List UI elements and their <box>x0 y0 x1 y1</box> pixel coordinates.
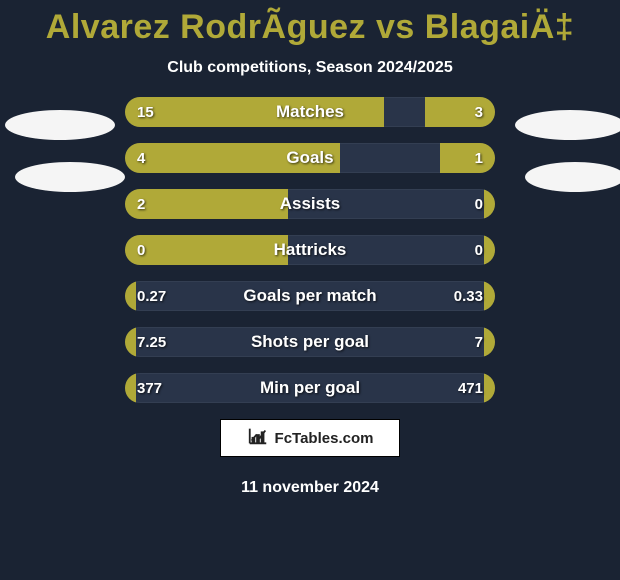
comparison-bars: 153Matches 41Goals 20Assists 00Hattricks 0.2… <box>125 97 495 403</box>
stat-row: 0.270.33Goals per match <box>125 281 495 311</box>
player-badge-right-2 <box>525 162 620 192</box>
footer-date: 11 november 2024 <box>0 479 620 497</box>
player-badge-left-2 <box>15 162 125 192</box>
player-badge-right-1 <box>515 110 620 140</box>
stat-label: Shots per goal <box>125 327 495 357</box>
stat-label: Matches <box>125 97 495 127</box>
stat-label: Goals <box>125 143 495 173</box>
chart-icon <box>247 425 269 452</box>
stat-row: 7.257Shots per goal <box>125 327 495 357</box>
stat-label: Assists <box>125 189 495 219</box>
page-subtitle: Club competitions, Season 2024/2025 <box>0 59 620 77</box>
stat-label: Goals per match <box>125 281 495 311</box>
stats-area: 153Matches 41Goals 20Assists 00Hattricks 0.2… <box>0 97 620 403</box>
footer-logo-text: FcTables.com <box>275 430 374 447</box>
stat-row: 153Matches <box>125 97 495 127</box>
stat-label: Min per goal <box>125 373 495 403</box>
stat-row: 41Goals <box>125 143 495 173</box>
stat-label: Hattricks <box>125 235 495 265</box>
footer-logo: FcTables.com <box>220 419 400 457</box>
page-title: Alvarez RodrÃ­guez vs BlagaiÄ‡ <box>0 0 620 47</box>
stat-row: 00Hattricks <box>125 235 495 265</box>
player-badge-left-1 <box>5 110 115 140</box>
stat-row: 377471Min per goal <box>125 373 495 403</box>
stat-row: 20Assists <box>125 189 495 219</box>
